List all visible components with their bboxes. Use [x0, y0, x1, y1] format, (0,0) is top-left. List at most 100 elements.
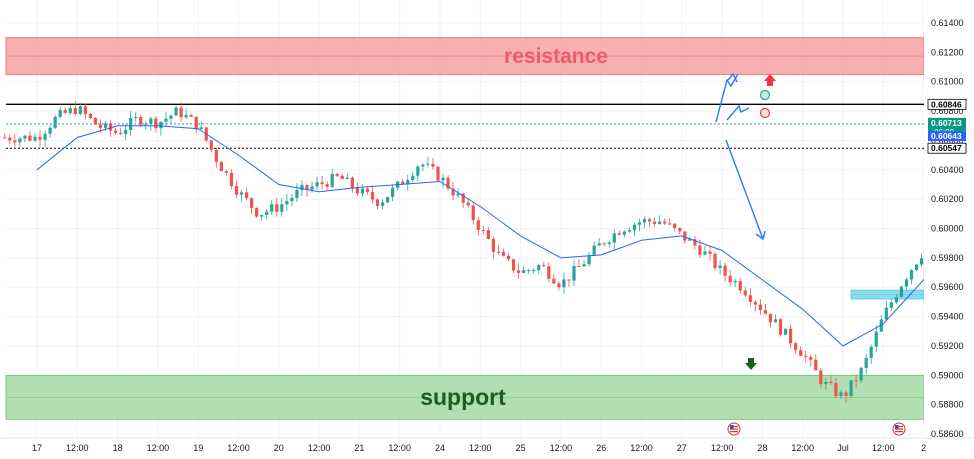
candle-body: [904, 279, 909, 287]
x-tick-label[interactable]: 28: [757, 443, 767, 453]
red-circle-marker: [759, 107, 771, 119]
x-tick-label[interactable]: 12:00: [791, 443, 814, 453]
candle-body: [884, 307, 888, 320]
green-down-marker: [745, 358, 757, 370]
candle-body: [119, 132, 123, 134]
candle-body: [310, 186, 314, 190]
y-tick-label[interactable]: 0.58800: [931, 400, 964, 410]
candle-body: [113, 130, 118, 133]
x-tick-label[interactable]: 12:00: [469, 443, 492, 453]
flag-stripe: [730, 426, 738, 428]
x-axis[interactable]: 17 12:00 18 12:00 19 12:00 20 12:00 21 12:00 24 12:…: [0, 422, 974, 459]
x-tick-label[interactable]: 19: [193, 443, 203, 453]
flag-stripe: [730, 428, 738, 430]
candle-body: [355, 187, 359, 194]
candle-body: [698, 245, 702, 255]
candle-body: [375, 199, 380, 206]
candle-body: [668, 223, 672, 225]
candle-body: [758, 304, 762, 311]
candle-body: [723, 265, 727, 276]
candle-body: [799, 350, 803, 356]
candle-body: [552, 278, 556, 284]
y-tick-label[interactable]: 0.60000: [931, 224, 964, 234]
y-tick-label[interactable]: 0.61400: [931, 18, 964, 28]
y-tick-label[interactable]: 0.61000: [931, 77, 964, 87]
candle-body: [401, 181, 405, 185]
candle-body: [607, 242, 611, 244]
x-tick-label[interactable]: 12:00: [388, 443, 411, 453]
y-tick-label[interactable]: 0.60400: [931, 165, 964, 175]
candle-body: [894, 296, 898, 303]
x-tick-label[interactable]: Jul: [837, 443, 849, 453]
x-tick-label[interactable]: 2: [921, 443, 926, 453]
candle-body: [511, 259, 516, 271]
candle-body: [814, 359, 818, 371]
y-tick-label[interactable]: 0.58600: [931, 429, 964, 439]
candle-body: [139, 116, 143, 125]
candle-body: [391, 187, 395, 198]
candle-body: [516, 270, 521, 273]
x-tick-label[interactable]: 12:00: [711, 443, 734, 453]
candle-body: [496, 251, 501, 253]
x-tick-label[interactable]: 12:00: [147, 443, 170, 453]
y-tick-label[interactable]: 0.59400: [931, 312, 964, 322]
x-tick-label[interactable]: 12:00: [308, 443, 331, 453]
candle-body: [491, 238, 495, 252]
candle-body: [486, 230, 490, 239]
x-tick-label[interactable]: 12:00: [872, 443, 895, 453]
candle-body: [108, 123, 113, 131]
candle-body: [587, 254, 591, 265]
flag-canton: [730, 425, 734, 429]
y-tick-label[interactable]: 0.59000: [931, 370, 964, 380]
y-tick-label[interactable]: 0.61200: [931, 47, 964, 57]
candle-body: [18, 138, 22, 143]
y-tick-label[interactable]: 0.59200: [931, 341, 964, 351]
green-circle-marker: [759, 89, 771, 101]
x-tick-label[interactable]: 27: [677, 443, 687, 453]
candle-body: [38, 136, 42, 140]
candle-body: [854, 380, 858, 382]
candle-body: [446, 177, 450, 189]
flag-stripe: [895, 428, 903, 430]
candle-body: [572, 266, 576, 281]
y-tick-label[interactable]: 0.60800: [931, 106, 964, 116]
x-tick-label[interactable]: 12:00: [630, 443, 653, 453]
x-tick-label[interactable]: 20: [274, 443, 284, 453]
candle-body: [456, 193, 460, 196]
x-tick-label[interactable]: 12:00: [227, 443, 250, 453]
arrow-up-path: [715, 73, 739, 123]
y-tick-label[interactable]: 0.60200: [931, 194, 964, 204]
x-tick-label[interactable]: 12:00: [66, 443, 89, 453]
candle-body: [728, 275, 732, 283]
candle-body: [441, 177, 445, 181]
x-tick-label[interactable]: 21: [354, 443, 364, 453]
x-tick-label[interactable]: 25: [516, 443, 526, 453]
candle-body: [28, 135, 32, 141]
x-tick-label[interactable]: 24: [435, 443, 445, 453]
arrow-down-path: [725, 139, 764, 240]
candle-body: [229, 172, 234, 187]
x-tick-label[interactable]: 18: [113, 443, 123, 453]
candle-body: [360, 188, 365, 194]
candle-body: [829, 381, 833, 384]
candle-body: [914, 264, 919, 271]
x-tick-label[interactable]: 17: [32, 443, 42, 453]
y-axis[interactable]: 0.614000.612000.610000.608000.606000.604…: [924, 0, 974, 459]
candle-body: [406, 180, 410, 185]
flag-canton: [895, 425, 899, 429]
candle-body: [794, 343, 798, 351]
candle-body: [124, 129, 128, 134]
x-tick-label[interactable]: 12:00: [550, 443, 573, 453]
y-tick-label[interactable]: 0.59600: [931, 282, 964, 292]
candle-body: [345, 177, 349, 180]
candle-body: [189, 115, 193, 117]
candle-body: [718, 265, 722, 269]
x-tick-label[interactable]: 26: [596, 443, 606, 453]
candle-body: [708, 251, 712, 254]
candle-body: [234, 186, 239, 195]
y-tick-label[interactable]: 0.59800: [931, 253, 964, 263]
candle-body: [597, 243, 601, 246]
